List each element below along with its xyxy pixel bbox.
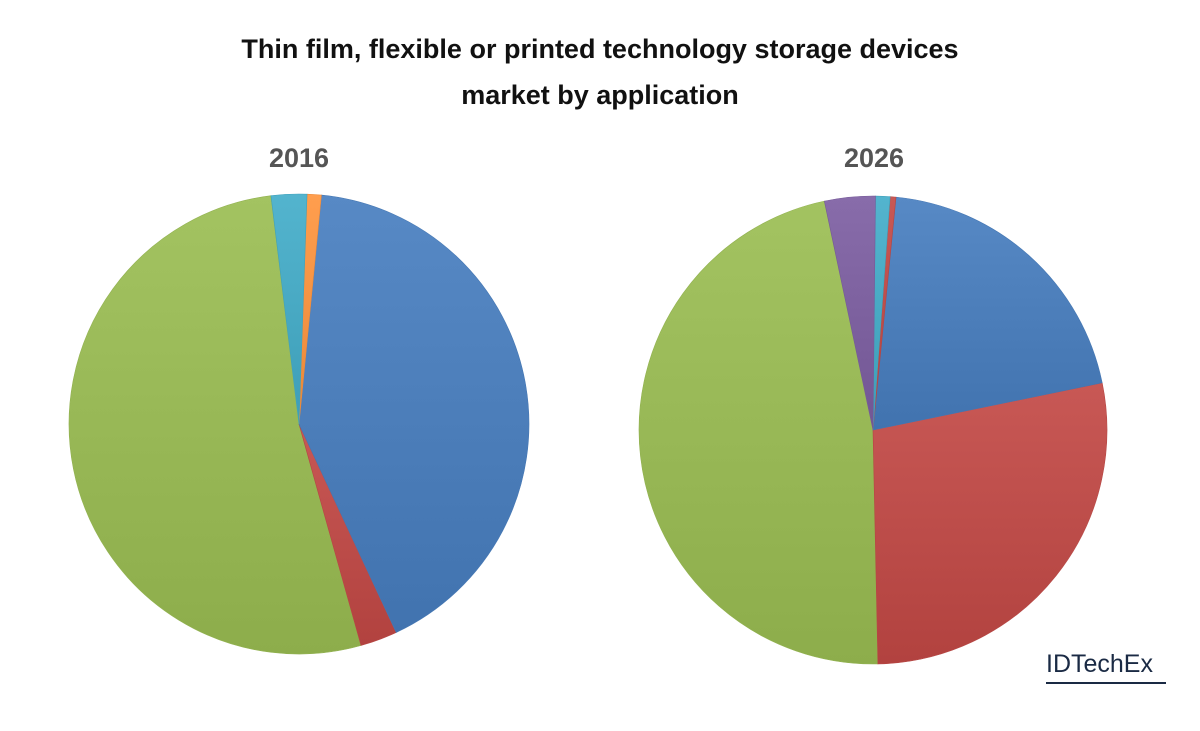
pie-slice — [638, 200, 879, 665]
pie-chart-2026 — [638, 195, 1108, 665]
pie-slice — [68, 195, 362, 655]
pie-title-2016: 2016 — [268, 143, 330, 173]
brand-logo: IDTechEx — [1046, 650, 1153, 678]
pie-slice — [270, 193, 308, 425]
chart-title-line-2: market by application — [461, 80, 739, 110]
pie-slice — [872, 382, 1108, 665]
pie-chart-2016 — [68, 193, 530, 655]
pie-slice — [872, 196, 1103, 431]
pie-title-2026: 2026 — [843, 143, 905, 173]
brand-logo-underline — [1046, 682, 1166, 684]
pie-slice — [823, 195, 876, 431]
chart-title-line-1: Thin film, flexible or printed technolog… — [241, 34, 959, 64]
pie-slice — [298, 194, 530, 633]
